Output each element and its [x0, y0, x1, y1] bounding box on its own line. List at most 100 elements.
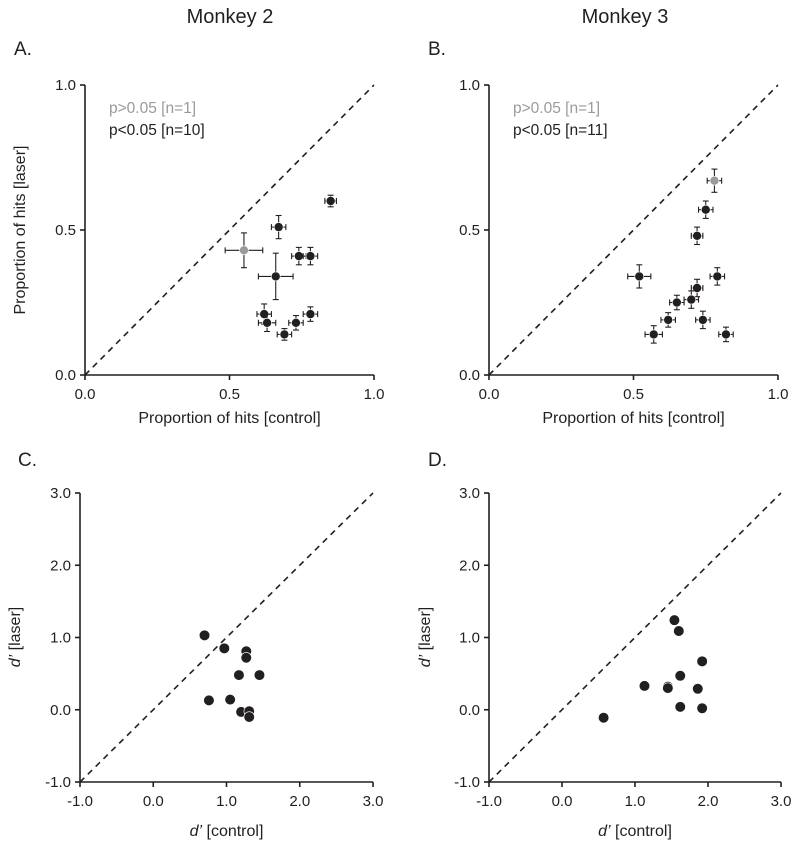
y-tick-label: 1.0	[459, 77, 480, 94]
data-point	[305, 309, 316, 319]
data-point	[663, 315, 673, 325]
x-tick-label: 0.0	[143, 793, 164, 810]
y-tick-label: 0.0	[50, 702, 71, 719]
data-point	[294, 251, 304, 261]
chart-panel-d: D. -1.0 -1.0 0.0 0.0 1.0 1.0 2.0 2.0 3.0 3.0 d’ [co…	[417, 450, 791, 840]
x-tick-label: 1.0	[364, 386, 385, 403]
y-tick-label: 3.0	[459, 485, 480, 502]
data-point	[279, 329, 290, 340]
panel-letter: B.	[428, 39, 446, 60]
y-tick-label: 0.0	[55, 367, 76, 384]
unity-line	[84, 84, 375, 376]
y-tick-label: 0.0	[459, 702, 480, 719]
unity-line	[488, 492, 782, 783]
title-monkey-2: Monkey 2	[187, 6, 274, 28]
data-point	[598, 712, 610, 724]
y-tick-label: 1.0	[55, 77, 76, 94]
panel-letter: A.	[14, 39, 32, 60]
y-tick-label: -1.0	[454, 774, 480, 791]
data-point	[262, 317, 272, 328]
x-tick-label: 2.0	[698, 793, 719, 810]
data-point	[674, 701, 686, 713]
x-axis-label-text: [control]	[611, 823, 672, 840]
x-tick-label: -1.0	[67, 793, 93, 810]
data-point	[270, 271, 281, 282]
data-point	[243, 711, 255, 723]
data-point	[648, 329, 659, 340]
data-point	[224, 694, 236, 706]
y-axis-label: Proportion of hits [laser]	[12, 146, 29, 315]
data-point	[638, 680, 651, 692]
legend-nonsignificant: p>0.05 [n=1]	[109, 100, 196, 117]
data-point	[218, 642, 230, 654]
y-tick-label: 0.5	[55, 222, 76, 239]
y-tick-label: 2.0	[50, 557, 71, 574]
data-point	[696, 702, 708, 714]
x-axis-label-text: [control]	[202, 823, 263, 840]
data-point	[634, 271, 645, 282]
x-tick-label: 0.0	[479, 386, 500, 403]
y-tick-label: 0.0	[459, 367, 480, 384]
data-point	[692, 231, 702, 241]
y-axis-label-text: [laser]	[417, 607, 434, 655]
x-tick-label: 0.5	[623, 386, 644, 403]
data-point	[696, 655, 708, 667]
data-point	[692, 283, 702, 293]
legend-significant: p<0.05 [n=10]	[109, 122, 205, 139]
data-point	[233, 669, 245, 681]
data-point	[662, 682, 674, 694]
chart-panel-b: B. 0.0 0.0 0.5 0.5 1.0 1.0 Proportion of hits […	[428, 39, 788, 427]
data-point	[668, 614, 681, 626]
data-point	[673, 625, 685, 637]
x-tick-label: 3.0	[771, 793, 792, 810]
y-tick-label: 1.0	[50, 630, 71, 647]
panel-letter: C.	[18, 450, 37, 471]
x-tick-label: 1.0	[768, 386, 789, 403]
x-axis-label: d’ [control]	[598, 823, 672, 840]
x-axis-label: Proportion of hits [control]	[138, 410, 320, 427]
data-point	[273, 222, 284, 232]
x-axis-label: d’ [control]	[190, 823, 264, 840]
data-point	[305, 251, 316, 261]
x-tick-label: 0.5	[219, 386, 240, 403]
y-tick-label: 1.0	[459, 630, 480, 647]
y-axis-label: d’ [laser]	[417, 607, 434, 667]
y-tick-label: -1.0	[45, 774, 71, 791]
title-monkey-3: Monkey 3	[582, 6, 669, 28]
x-axis-label-symbol: d’	[598, 823, 611, 840]
x-axis-label-symbol: d’	[190, 823, 203, 840]
data-point	[240, 652, 252, 664]
data-point	[692, 683, 704, 695]
x-tick-label: 1.0	[216, 793, 237, 810]
chart-panel-c: C. -1.0 -1.0 0.0 0.0 1.0 1.0 2.0 2.0 3.0 3.0 d’ [co…	[7, 450, 383, 840]
unity-line	[79, 492, 374, 783]
legend-significant: p<0.05 [n=11]	[513, 122, 608, 139]
legend-nonsignificant: p>0.05 [n=1]	[513, 100, 600, 117]
x-tick-label: 1.0	[625, 793, 646, 810]
y-axis-label-symbol: d’	[7, 654, 24, 667]
x-tick-label: 3.0	[363, 793, 384, 810]
y-tick-label: 0.5	[459, 222, 480, 239]
data-point	[709, 175, 720, 186]
data-point	[712, 271, 723, 282]
x-tick-label: 2.0	[289, 793, 310, 810]
data-point	[198, 629, 211, 641]
data-point	[291, 317, 301, 328]
y-axis-label-symbol: d’	[417, 654, 434, 667]
data-point	[253, 669, 266, 681]
x-tick-label: -1.0	[476, 793, 502, 810]
y-axis-label: d’ [laser]	[7, 607, 24, 667]
data-point	[203, 694, 215, 706]
y-tick-label: 2.0	[459, 557, 480, 574]
chart-panel-a: A. 0.0 0.0 0.5 0.5 1.0 1.0 Proportion of hits […	[12, 39, 384, 427]
y-axis-label-text: [laser]	[7, 607, 24, 655]
data-point	[686, 294, 697, 305]
data-point	[239, 245, 249, 256]
data-point	[674, 670, 686, 682]
x-tick-label: 0.0	[552, 793, 573, 810]
x-axis-label: Proportion of hits [control]	[542, 410, 724, 427]
data-point	[698, 315, 708, 325]
y-tick-label: 3.0	[50, 485, 71, 502]
x-tick-label: 0.0	[75, 386, 96, 403]
